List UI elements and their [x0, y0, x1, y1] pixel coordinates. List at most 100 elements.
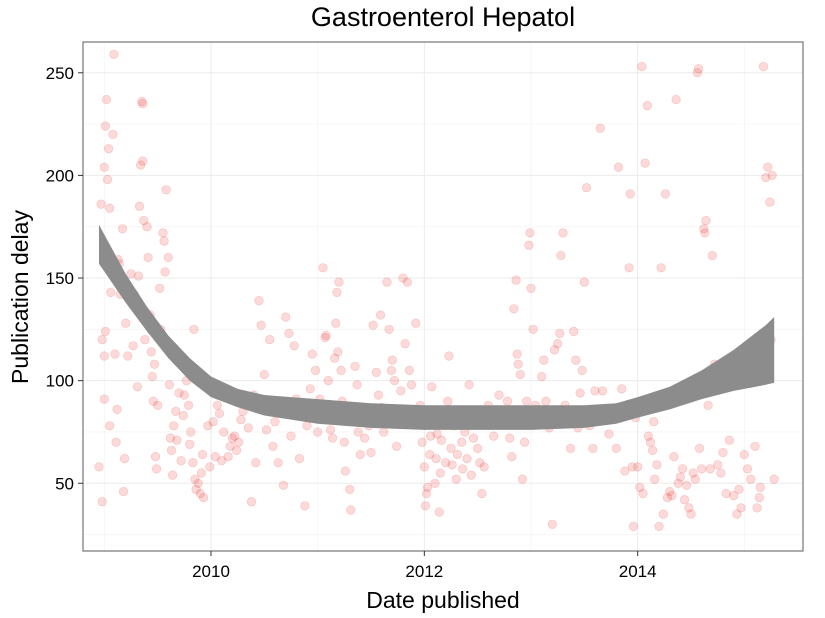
- data-point: [515, 369, 525, 380]
- data-point: [198, 493, 209, 503]
- data-point: [155, 283, 165, 293]
- data-point: [541, 396, 551, 406]
- data-point: [671, 94, 681, 105]
- data-point: [386, 365, 396, 376]
- data-point: [673, 478, 683, 488]
- y-axis-title: Publication delay: [7, 210, 33, 384]
- data-point: [524, 240, 534, 250]
- data-point: [665, 486, 675, 497]
- data-point: [721, 488, 731, 499]
- y-tick-label: 250: [46, 64, 74, 83]
- data-point: [147, 371, 157, 382]
- data-point: [371, 367, 381, 378]
- data-point: [232, 445, 242, 456]
- data-point: [355, 449, 365, 460]
- panel-border: [82, 41, 804, 552]
- data-point: [223, 452, 233, 462]
- data-point: [539, 355, 549, 365]
- data-point: [441, 458, 451, 468]
- data-point: [436, 435, 447, 445]
- data-point: [387, 355, 397, 365]
- data-point: [411, 318, 421, 328]
- data-point: [547, 519, 557, 529]
- data-point: [613, 162, 624, 172]
- data-point: [713, 460, 723, 470]
- data-point: [718, 447, 728, 458]
- data-point: [443, 396, 453, 406]
- data-point: [278, 480, 289, 490]
- data-point: [105, 203, 115, 213]
- data-point: [384, 324, 394, 334]
- data-point: [505, 433, 515, 443]
- data-point: [458, 464, 468, 474]
- data-point: [739, 449, 749, 460]
- data-point: [512, 349, 522, 359]
- data-point: [161, 185, 171, 195]
- data-point: [475, 458, 485, 468]
- data-point: [654, 521, 664, 532]
- data-point: [645, 437, 656, 447]
- data-point: [667, 491, 677, 501]
- data-point: [189, 324, 199, 334]
- data-point: [477, 488, 487, 499]
- data-point: [754, 493, 764, 503]
- data-point: [736, 503, 746, 513]
- data-point: [431, 454, 441, 464]
- data-point: [752, 503, 762, 513]
- data-point: [489, 431, 499, 441]
- data-point: [635, 482, 645, 493]
- chart-title: Gastroenterol Hepatol: [311, 2, 575, 32]
- data-point: [422, 482, 433, 493]
- data-point: [126, 269, 136, 279]
- data-point: [446, 443, 456, 454]
- data-point: [494, 390, 504, 400]
- data-point: [430, 478, 440, 488]
- data-point: [604, 429, 614, 439]
- data-point: [195, 488, 205, 499]
- data-point: [188, 458, 198, 468]
- data-point: [451, 474, 461, 484]
- data-point: [382, 277, 392, 287]
- data-point: [420, 501, 431, 511]
- data-point: [256, 320, 266, 330]
- data-point: [398, 273, 408, 283]
- data-point: [765, 197, 775, 207]
- data-point: [128, 341, 138, 351]
- data-point: [404, 365, 415, 376]
- data-point: [112, 404, 122, 415]
- data-point: [650, 474, 660, 484]
- data-point: [660, 189, 671, 199]
- data-point: [360, 433, 370, 443]
- data-point: [158, 228, 168, 238]
- data-point: [103, 144, 114, 154]
- data-point: [425, 449, 435, 460]
- data-point: [102, 174, 113, 185]
- data-point: [143, 252, 153, 263]
- data-point: [669, 452, 679, 462]
- data-point: [100, 121, 110, 131]
- data-point: [227, 433, 237, 443]
- x-tick-label: 2010: [192, 562, 230, 581]
- data-point: [353, 427, 363, 437]
- data-point: [138, 98, 148, 109]
- data-point: [138, 156, 148, 166]
- data-point: [350, 361, 360, 371]
- data-point: [307, 349, 317, 359]
- data-point: [110, 349, 120, 359]
- data-point: [396, 386, 406, 396]
- data-point: [118, 486, 129, 497]
- data-point: [662, 493, 673, 503]
- data-point: [684, 503, 694, 513]
- data-point: [268, 441, 278, 451]
- data-point: [553, 339, 563, 349]
- data-point: [146, 347, 156, 357]
- data-point: [675, 472, 685, 482]
- data-point: [389, 376, 400, 386]
- data-point: [121, 318, 131, 328]
- data-point: [734, 484, 744, 495]
- x-tick-label: 2014: [619, 562, 657, 581]
- data-point: [447, 460, 457, 470]
- data-point: [763, 162, 773, 172]
- data-point: [656, 263, 666, 273]
